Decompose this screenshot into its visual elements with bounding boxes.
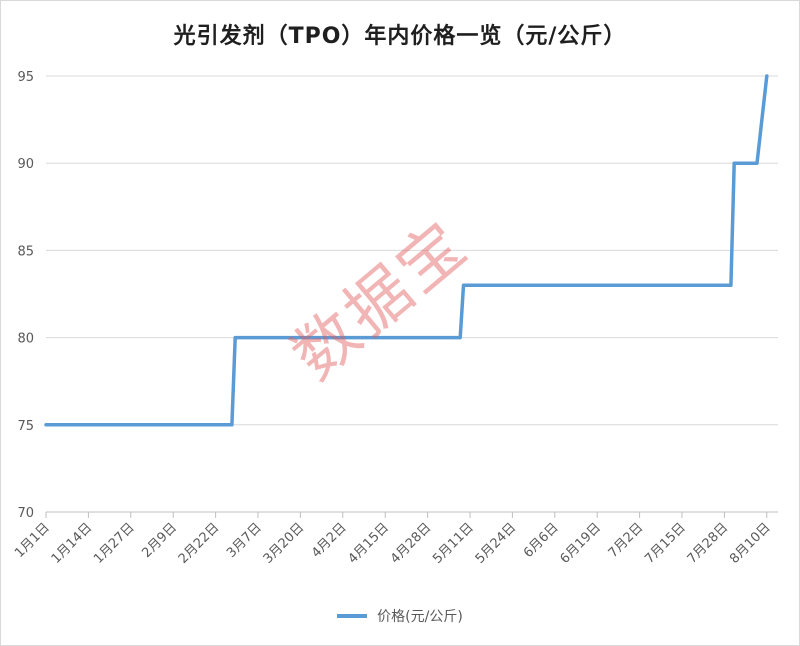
x-tick-label: 5月24日 xyxy=(473,520,520,567)
x-tick-label: 1月27日 xyxy=(91,520,138,567)
x-tick-label: 6月6日 xyxy=(521,520,562,561)
x-tick-label: 4月28日 xyxy=(388,520,435,567)
x-tick-label: 6月19日 xyxy=(557,520,604,567)
y-tick-label: 95 xyxy=(17,70,34,85)
y-tick-label: 85 xyxy=(17,244,34,259)
x-tick-label: 2月22日 xyxy=(176,520,223,567)
x-tick-label: 5月11日 xyxy=(430,520,477,567)
legend-label: 价格(元/公斤) xyxy=(377,609,463,625)
chart-title: 光引发剂（TPO）年内价格一览（元/公斤） xyxy=(173,24,627,49)
x-tick-label: 3月7日 xyxy=(224,520,265,561)
y-tick-label: 80 xyxy=(17,332,34,347)
y-tick-label: 90 xyxy=(17,157,34,172)
x-tick-label: 8月10日 xyxy=(727,520,774,567)
series-line xyxy=(44,74,769,427)
x-tick-label: 2月9日 xyxy=(139,520,180,561)
legend-swatch xyxy=(337,614,368,618)
x-tick-label: 7月15日 xyxy=(642,520,689,567)
x-tick-label: 1月1日 xyxy=(12,520,53,561)
y-tick-label: 75 xyxy=(17,419,34,434)
x-tick-label: 1月14日 xyxy=(49,520,96,567)
x-tick-label: 4月15日 xyxy=(345,520,392,567)
x-tick-label: 7月28日 xyxy=(685,520,732,567)
y-tick-label: 70 xyxy=(17,506,34,521)
x-tick-label: 3月20日 xyxy=(261,520,308,567)
x-tick-label: 7月2日 xyxy=(606,520,647,561)
legend: 价格(元/公斤) xyxy=(0,606,800,626)
x-tick-label: 4月2日 xyxy=(309,520,350,561)
